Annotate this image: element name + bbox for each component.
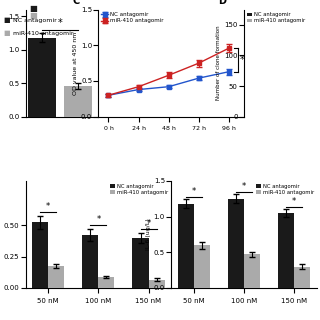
Y-axis label: OD value at 450 nm: OD value at 450 nm bbox=[73, 31, 78, 95]
Y-axis label: Number of clone formation: Number of clone formation bbox=[216, 26, 221, 100]
Text: NC antagomir: NC antagomir bbox=[13, 18, 57, 23]
Bar bbox=[294, 267, 310, 288]
Text: miR-410 antagomir: miR-410 antagomir bbox=[13, 31, 73, 36]
Legend: NC antagomir, miR-410 antagomir: NC antagomir, miR-410 antagomir bbox=[247, 12, 305, 23]
Bar bbox=[194, 245, 210, 288]
Bar bbox=[148, 280, 164, 288]
Text: *: * bbox=[240, 55, 245, 65]
Text: C: C bbox=[72, 0, 79, 6]
Bar bbox=[82, 235, 99, 288]
Text: *: * bbox=[96, 215, 100, 224]
Text: ■: ■ bbox=[3, 17, 10, 23]
Bar bbox=[228, 199, 244, 288]
Legend: NC antagomir, miR-410 antagomir: NC antagomir, miR-410 antagomir bbox=[110, 184, 169, 195]
Bar bbox=[32, 222, 48, 288]
Text: ■: ■ bbox=[3, 30, 10, 36]
Text: ■: ■ bbox=[30, 11, 37, 20]
Bar bbox=[99, 277, 115, 288]
Bar bbox=[28, 38, 56, 117]
Legend: NC antagomir, miR-410 antagomir: NC antagomir, miR-410 antagomir bbox=[256, 184, 314, 195]
Bar bbox=[48, 266, 64, 288]
Text: *: * bbox=[46, 202, 50, 211]
Bar bbox=[132, 238, 148, 288]
Text: *: * bbox=[58, 18, 62, 28]
Y-axis label: IL-6 (ug/L): IL-6 (ug/L) bbox=[146, 219, 151, 250]
Text: ■: ■ bbox=[30, 4, 37, 13]
Bar bbox=[178, 204, 194, 288]
Text: *: * bbox=[292, 197, 296, 206]
Bar bbox=[278, 213, 294, 288]
Text: *: * bbox=[192, 187, 196, 196]
Legend: NC antagomir, miR-410 antagomir: NC antagomir, miR-410 antagomir bbox=[101, 12, 164, 23]
Text: D: D bbox=[219, 0, 227, 6]
Bar bbox=[244, 254, 260, 288]
Text: *: * bbox=[242, 182, 246, 191]
Text: *: * bbox=[147, 219, 151, 228]
Bar bbox=[64, 86, 92, 117]
